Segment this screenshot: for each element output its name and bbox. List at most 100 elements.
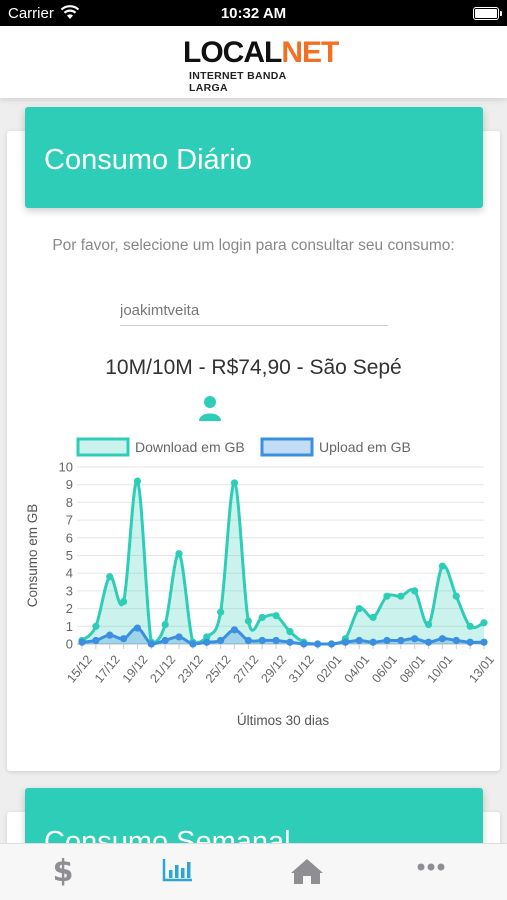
upload-point [175,633,183,641]
upload-point [78,638,86,646]
upload-point [341,638,349,646]
x-tick-label: 31/12 [286,653,317,686]
x-tick-label: 23/12 [175,653,206,686]
x-tick-label: 04/01 [341,653,372,686]
y-axis-label: Consumo em GB [25,504,40,608]
y-tick-label: 8 [66,495,73,510]
upload-point [300,640,308,648]
status-bar: Carrier 10:32 AM [0,0,507,26]
tab-home[interactable] [244,844,370,900]
upload-point [314,640,322,648]
upload-point [397,636,405,645]
y-tick-label: 5 [66,548,73,563]
x-axis-label: Últimos 30 dias [237,713,330,728]
x-tick-label: 15/12 [64,653,95,686]
y-tick-label: 10 [59,460,73,475]
more-icon [416,857,446,882]
battery-icon [473,7,502,20]
download-point [133,477,142,485]
download-point [203,633,211,641]
tab-bar: $ [0,843,507,900]
tab-more[interactable] [368,844,494,900]
wifi-icon [60,4,80,24]
upload-point [244,636,252,645]
y-tick-label: 1 [66,619,73,634]
upload-point [466,638,474,646]
x-tick-label: 19/12 [120,653,151,686]
upload-point [438,635,447,643]
logo-local: LOCAL [183,36,282,69]
download-point [369,613,377,622]
y-tick-label: 0 [66,637,73,652]
download-point [106,573,114,581]
clock: 10:32 AM [220,5,287,22]
upload-point [327,640,336,648]
y-tick-label: 2 [66,601,73,616]
download-point [411,587,419,595]
download-point [92,622,100,630]
upload-point [161,636,169,645]
x-tick-label: 08/01 [397,653,428,686]
logo: LOCALNET INTERNET BANDA LARGA [183,36,339,95]
user-icon [199,395,221,426]
x-tick-label: 10/01 [425,653,456,686]
y-tick-label: 7 [66,513,73,528]
upload-point [119,635,128,643]
download-point [217,608,225,616]
upload-point [133,624,142,632]
upload-point [258,636,266,645]
card-title: Consumo Diário [44,144,252,176]
legend-label-upload: Upload em GB [319,439,411,455]
y-tick-label: 3 [66,583,73,598]
upload-point [217,636,225,645]
home-icon [290,857,324,890]
upload-point [106,631,114,639]
legend-swatch-upload [260,437,314,457]
x-tick-label: 06/01 [369,653,400,686]
bar-chart-icon [162,857,194,888]
download-point [258,613,266,622]
y-tick-label: 4 [66,566,73,581]
upload-point [272,636,280,645]
card-header: Consumo Diário [25,107,483,208]
upload-point [230,626,239,634]
x-tick-label: 17/12 [92,653,123,686]
download-point [424,620,433,629]
upload-point [480,638,488,646]
upload-point [369,638,377,646]
x-tick-label: 21/12 [147,653,178,686]
upload-point [424,638,433,646]
tab-billing[interactable]: $ [0,844,126,900]
upload-point [147,640,155,648]
x-tick-label: 25/12 [203,653,234,686]
download-point [480,619,488,627]
dollar-icon: $ [52,854,74,889]
usage-chart: 0 1 2 3 4 5 6 7 8 9 10 15/1217/1219/1221/1223/1225/… [25,437,495,728]
logo-tagline: INTERNET BANDA LARGA [189,70,287,94]
upload-area [82,628,484,644]
tab-usage[interactable] [115,844,241,900]
app-header: LOCALNET INTERNET BANDA LARGA [0,26,507,98]
daily-usage-card [7,131,500,771]
download-point [397,592,405,600]
download-point [119,597,128,606]
upload-point [452,636,460,645]
download-point [244,617,252,625]
download-point [466,622,474,630]
x-tick-label: 13/01 [466,653,495,686]
download-point [175,550,183,558]
download-point [286,628,294,636]
upload-point [92,636,100,645]
download-point [355,605,363,613]
login-select[interactable] [120,295,388,326]
download-point [452,592,460,600]
upload-point [383,636,391,645]
login-prompt: Por favor, selecione um login para consu… [52,237,455,254]
upload-point [411,635,419,643]
logo-net: NET [281,36,339,69]
upload-point [286,638,294,646]
legend-swatch-download [76,437,130,457]
download-point [383,592,391,600]
x-tick-label: 29/12 [258,653,289,686]
y-tick-label: 9 [66,477,73,492]
